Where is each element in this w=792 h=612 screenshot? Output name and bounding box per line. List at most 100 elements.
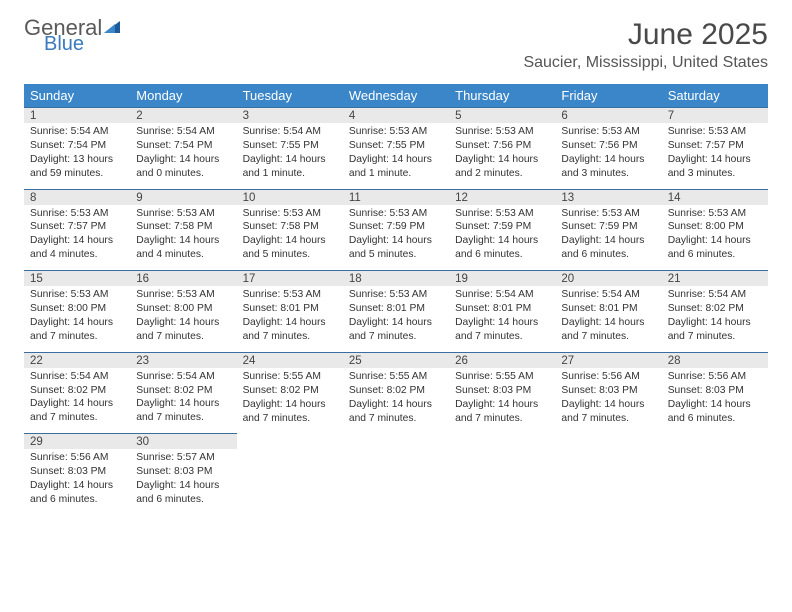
day-info: Sunrise: 5:54 AMSunset: 7:54 PMDaylight:…	[130, 123, 236, 189]
day-info: Sunrise: 5:55 AMSunset: 8:03 PMDaylight:…	[449, 368, 555, 434]
day-info: Sunrise: 5:55 AMSunset: 8:02 PMDaylight:…	[237, 368, 343, 434]
day-info: Sunrise: 5:56 AMSunset: 8:03 PMDaylight:…	[662, 368, 768, 434]
day-number: 8	[24, 189, 130, 205]
daylight-line: Daylight: 14 hours and 7 minutes.	[561, 316, 655, 344]
location-subtitle: Saucier, Mississippi, United States	[523, 54, 768, 72]
sunrise-line: Sunrise: 5:53 AM	[243, 207, 337, 221]
day-info: Sunrise: 5:56 AMSunset: 8:03 PMDaylight:…	[24, 449, 130, 515]
day-number: 11	[343, 189, 449, 205]
sunset-line: Sunset: 7:56 PM	[455, 139, 549, 153]
sunrise-line: Sunrise: 5:54 AM	[30, 370, 124, 384]
daylight-line: Daylight: 14 hours and 7 minutes.	[30, 316, 124, 344]
calendar-body: 1234567Sunrise: 5:54 AMSunset: 7:54 PMDa…	[24, 108, 768, 515]
sunset-line: Sunset: 7:55 PM	[243, 139, 337, 153]
daylight-line: Daylight: 14 hours and 6 minutes.	[668, 234, 762, 262]
daylight-line: Daylight: 14 hours and 5 minutes.	[349, 234, 443, 262]
dow-sunday: Sunday	[24, 84, 130, 108]
day-info: Sunrise: 5:54 AMSunset: 7:54 PMDaylight:…	[24, 123, 130, 189]
sunrise-line: Sunrise: 5:54 AM	[243, 125, 337, 139]
day-info: Sunrise: 5:53 AMSunset: 8:00 PMDaylight:…	[24, 286, 130, 352]
sunrise-line: Sunrise: 5:56 AM	[30, 451, 124, 465]
sunset-line: Sunset: 8:01 PM	[561, 302, 655, 316]
sunset-line: Sunset: 8:03 PM	[668, 384, 762, 398]
day-number: 2	[130, 108, 236, 124]
day-number: 27	[555, 352, 661, 368]
daylight-line: Daylight: 14 hours and 2 minutes.	[455, 153, 549, 181]
sunset-line: Sunset: 7:55 PM	[349, 139, 443, 153]
sunset-line: Sunset: 7:59 PM	[561, 220, 655, 234]
empty-cell	[662, 434, 768, 450]
sunset-line: Sunset: 8:03 PM	[30, 465, 124, 479]
sunrise-line: Sunrise: 5:53 AM	[136, 288, 230, 302]
sunrise-line: Sunrise: 5:55 AM	[243, 370, 337, 384]
day-info: Sunrise: 5:53 AMSunset: 7:59 PMDaylight:…	[343, 205, 449, 271]
sunrise-line: Sunrise: 5:54 AM	[136, 125, 230, 139]
sunset-line: Sunset: 7:56 PM	[561, 139, 655, 153]
day-number: 29	[24, 434, 130, 450]
day-info: Sunrise: 5:53 AMSunset: 7:59 PMDaylight:…	[555, 205, 661, 271]
empty-cell	[555, 449, 661, 515]
day-info: Sunrise: 5:57 AMSunset: 8:03 PMDaylight:…	[130, 449, 236, 515]
dow-thursday: Thursday	[449, 84, 555, 108]
day-info: Sunrise: 5:53 AMSunset: 8:01 PMDaylight:…	[237, 286, 343, 352]
day-number: 14	[662, 189, 768, 205]
sunset-line: Sunset: 7:54 PM	[30, 139, 124, 153]
daylight-line: Daylight: 14 hours and 7 minutes.	[455, 316, 549, 344]
dow-wednesday: Wednesday	[343, 84, 449, 108]
day-info: Sunrise: 5:53 AMSunset: 8:00 PMDaylight:…	[130, 286, 236, 352]
sunset-line: Sunset: 7:54 PM	[136, 139, 230, 153]
calendar-grid: Sunday Monday Tuesday Wednesday Thursday…	[24, 84, 768, 515]
day-number: 22	[24, 352, 130, 368]
daylight-line: Daylight: 14 hours and 7 minutes.	[243, 398, 337, 426]
day-number: 7	[662, 108, 768, 124]
day-number: 3	[237, 108, 343, 124]
empty-cell	[449, 434, 555, 450]
daylight-line: Daylight: 13 hours and 59 minutes.	[30, 153, 124, 181]
day-number: 5	[449, 108, 555, 124]
day-info: Sunrise: 5:53 AMSunset: 7:58 PMDaylight:…	[237, 205, 343, 271]
sunset-line: Sunset: 8:01 PM	[349, 302, 443, 316]
day-number: 10	[237, 189, 343, 205]
day-number: 23	[130, 352, 236, 368]
week-daynum-row: 1234567	[24, 108, 768, 124]
sunset-line: Sunset: 7:59 PM	[455, 220, 549, 234]
title-block: June 2025 Saucier, Mississippi, United S…	[523, 18, 768, 78]
daylight-line: Daylight: 14 hours and 5 minutes.	[243, 234, 337, 262]
sunset-line: Sunset: 8:03 PM	[561, 384, 655, 398]
empty-cell	[555, 434, 661, 450]
sunrise-line: Sunrise: 5:56 AM	[668, 370, 762, 384]
sunset-line: Sunset: 8:02 PM	[30, 384, 124, 398]
day-of-week-row: Sunday Monday Tuesday Wednesday Thursday…	[24, 84, 768, 108]
empty-cell	[449, 449, 555, 515]
day-number: 30	[130, 434, 236, 450]
brand-text: General Blue	[24, 18, 126, 54]
daylight-line: Daylight: 14 hours and 6 minutes.	[668, 398, 762, 426]
sunrise-line: Sunrise: 5:53 AM	[30, 288, 124, 302]
daylight-line: Daylight: 14 hours and 1 minute.	[349, 153, 443, 181]
day-number: 13	[555, 189, 661, 205]
sunset-line: Sunset: 8:00 PM	[136, 302, 230, 316]
day-number: 9	[130, 189, 236, 205]
sunset-line: Sunset: 8:02 PM	[349, 384, 443, 398]
day-number: 6	[555, 108, 661, 124]
day-number: 16	[130, 271, 236, 287]
day-info: Sunrise: 5:53 AMSunset: 8:00 PMDaylight:…	[662, 205, 768, 271]
day-number: 20	[555, 271, 661, 287]
dow-tuesday: Tuesday	[237, 84, 343, 108]
sunrise-line: Sunrise: 5:54 AM	[455, 288, 549, 302]
day-info: Sunrise: 5:54 AMSunset: 8:02 PMDaylight:…	[24, 368, 130, 434]
daylight-line: Daylight: 14 hours and 7 minutes.	[30, 397, 124, 425]
daylight-line: Daylight: 14 hours and 7 minutes.	[136, 316, 230, 344]
sunrise-line: Sunrise: 5:53 AM	[455, 125, 549, 139]
sunrise-line: Sunrise: 5:53 AM	[561, 207, 655, 221]
day-number: 19	[449, 271, 555, 287]
day-info: Sunrise: 5:53 AMSunset: 7:56 PMDaylight:…	[449, 123, 555, 189]
sunrise-line: Sunrise: 5:56 AM	[561, 370, 655, 384]
sunset-line: Sunset: 8:03 PM	[455, 384, 549, 398]
day-info: Sunrise: 5:53 AMSunset: 7:59 PMDaylight:…	[449, 205, 555, 271]
sunrise-line: Sunrise: 5:54 AM	[561, 288, 655, 302]
week-info-row: Sunrise: 5:54 AMSunset: 8:02 PMDaylight:…	[24, 368, 768, 434]
daylight-line: Daylight: 14 hours and 7 minutes.	[668, 316, 762, 344]
daylight-line: Daylight: 14 hours and 7 minutes.	[136, 397, 230, 425]
sunset-line: Sunset: 7:59 PM	[349, 220, 443, 234]
